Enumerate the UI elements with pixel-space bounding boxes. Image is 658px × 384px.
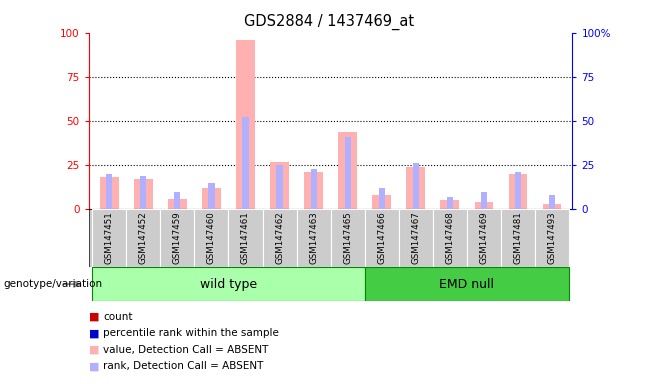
- Bar: [297, 209, 330, 267]
- Text: ■: ■: [89, 345, 99, 355]
- Bar: [501, 209, 535, 267]
- Bar: [276, 165, 283, 209]
- Bar: [338, 132, 357, 209]
- Bar: [140, 176, 146, 209]
- Text: GSM147452: GSM147452: [139, 212, 148, 265]
- Bar: [447, 197, 453, 209]
- Text: GSM147469: GSM147469: [480, 212, 488, 265]
- Bar: [467, 209, 501, 267]
- Bar: [330, 209, 365, 267]
- Bar: [134, 179, 153, 209]
- Bar: [535, 209, 569, 267]
- Text: count: count: [103, 312, 133, 322]
- Bar: [345, 137, 351, 209]
- Text: GSM147465: GSM147465: [343, 212, 352, 265]
- Text: GSM147467: GSM147467: [411, 212, 420, 265]
- Bar: [228, 209, 263, 267]
- Bar: [365, 209, 399, 267]
- Text: ■: ■: [89, 328, 99, 338]
- Bar: [92, 267, 365, 301]
- Bar: [126, 209, 161, 267]
- Bar: [209, 183, 215, 209]
- Text: GDS2884 / 1437469_at: GDS2884 / 1437469_at: [244, 13, 414, 30]
- Bar: [365, 267, 569, 301]
- Bar: [304, 172, 323, 209]
- Bar: [433, 209, 467, 267]
- Bar: [92, 209, 126, 267]
- Text: percentile rank within the sample: percentile rank within the sample: [103, 328, 279, 338]
- Bar: [168, 199, 187, 209]
- Text: GSM147451: GSM147451: [105, 212, 114, 265]
- Bar: [481, 192, 487, 209]
- Bar: [378, 188, 385, 209]
- Bar: [100, 177, 118, 209]
- Bar: [242, 118, 249, 209]
- Bar: [174, 192, 180, 209]
- Bar: [263, 209, 297, 267]
- Bar: [549, 195, 555, 209]
- Bar: [413, 163, 419, 209]
- Text: wild type: wild type: [200, 278, 257, 291]
- Text: GSM147468: GSM147468: [445, 212, 455, 265]
- Bar: [194, 209, 228, 267]
- Bar: [372, 195, 391, 209]
- Bar: [509, 174, 527, 209]
- Text: value, Detection Call = ABSENT: value, Detection Call = ABSENT: [103, 345, 268, 355]
- Text: ■: ■: [89, 361, 99, 371]
- Bar: [474, 202, 494, 209]
- Bar: [202, 188, 221, 209]
- Bar: [236, 40, 255, 209]
- Text: GSM147463: GSM147463: [309, 212, 318, 265]
- Text: GSM147459: GSM147459: [173, 212, 182, 265]
- Bar: [399, 209, 433, 267]
- Bar: [161, 209, 194, 267]
- Text: GSM147460: GSM147460: [207, 212, 216, 265]
- Text: GSM147461: GSM147461: [241, 212, 250, 265]
- Bar: [270, 162, 289, 209]
- Bar: [515, 172, 521, 209]
- Text: genotype/variation: genotype/variation: [3, 279, 103, 289]
- Bar: [106, 174, 113, 209]
- Text: GSM147481: GSM147481: [513, 212, 522, 265]
- Text: EMD null: EMD null: [440, 278, 494, 291]
- Text: GSM147493: GSM147493: [547, 212, 557, 265]
- Bar: [311, 169, 316, 209]
- Text: ■: ■: [89, 312, 99, 322]
- Text: GSM147466: GSM147466: [377, 212, 386, 265]
- Bar: [543, 204, 561, 209]
- Text: rank, Detection Call = ABSENT: rank, Detection Call = ABSENT: [103, 361, 264, 371]
- Bar: [440, 200, 459, 209]
- Bar: [407, 167, 425, 209]
- Text: GSM147462: GSM147462: [275, 212, 284, 265]
